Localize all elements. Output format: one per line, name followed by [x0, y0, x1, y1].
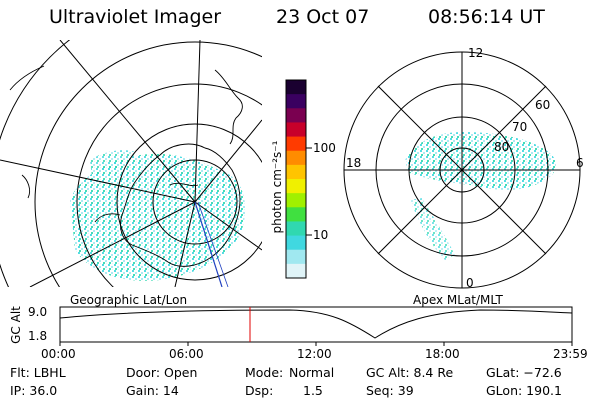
- filter-info: Flt: LBHL: [10, 365, 66, 380]
- xtick-0600: 06:00: [169, 347, 204, 361]
- altitude-ytick-1.8: 1.8: [28, 329, 48, 343]
- dsp-label: Dsp:: [245, 383, 274, 398]
- xtick-2359: 23:59: [553, 347, 588, 361]
- colorbar-band: [286, 122, 306, 138]
- south-america-coast: [214, 69, 243, 145]
- mlat-label-60: 60: [535, 98, 551, 112]
- xtick-1200: 12:00: [297, 347, 332, 361]
- gain-info: Gain: 14: [126, 383, 179, 398]
- altitude-ylabel: GC Alt: [9, 306, 23, 344]
- colorbar-band: [286, 164, 306, 180]
- mode-value: Normal: [289, 365, 335, 380]
- mlt-label-12: 12: [468, 46, 484, 60]
- colorbar-band: [286, 150, 306, 166]
- glon-info: GLon: 190.1: [486, 383, 562, 398]
- colorbar-band: [286, 108, 306, 123]
- colorbar-band: [286, 249, 306, 265]
- mode-label: Mode:: [245, 365, 284, 380]
- xtick-1800: 18:00: [425, 347, 460, 361]
- gc-alt-info: GC Alt: 8.4 Re: [366, 365, 454, 380]
- apex-polar-plot: [343, 51, 581, 289]
- mlat-label-70: 70: [512, 120, 528, 134]
- mlt-label-6: 6: [576, 156, 584, 170]
- dsp-value: 1.5: [303, 383, 323, 398]
- colorbar-band: [286, 136, 306, 152]
- geographic-map: [0, 40, 262, 287]
- aurora-right-dusk: [410, 198, 455, 260]
- door-info: Door: Open: [126, 365, 198, 380]
- mlt-label-18: 18: [346, 156, 362, 170]
- colorbar-band: [286, 235, 306, 251]
- colorbar-band: [286, 207, 306, 222]
- colorbar: [286, 80, 306, 279]
- xtick-0000: 00:00: [41, 347, 76, 361]
- altitude-ytick-9: 9.0: [28, 305, 48, 319]
- ip-info: IP: 36.0: [10, 383, 58, 398]
- colorbar-band: [286, 263, 306, 279]
- mlt-label-0: 0: [466, 276, 474, 290]
- altitude-plot: [59, 306, 573, 346]
- colorbar-tick-100: 100: [313, 141, 336, 155]
- glat-info: GLat: −72.6: [486, 365, 562, 380]
- satellite-track: [194, 201, 223, 287]
- colorbar-band: [286, 94, 306, 109]
- left-panel-label: Geographic Lat/Lon: [70, 293, 188, 307]
- colorbar-tick-10: 10: [313, 228, 329, 242]
- date-label: 23 Oct 07: [276, 6, 370, 28]
- colorbar-unit-label: photon cm⁻²s⁻¹: [270, 140, 284, 234]
- altitude-curve: [59, 309, 573, 339]
- time-label: 08:56:14 UT: [428, 6, 545, 28]
- antarctica-coast: [120, 143, 241, 267]
- right-panel-label: Apex MLat/MLT: [413, 293, 503, 307]
- colorbar-band: [286, 179, 306, 194]
- colorbar-band: [286, 221, 306, 237]
- aurora-left-streak: [90, 150, 135, 178]
- seq-info: Seq: 39: [366, 383, 414, 398]
- colorbar-band: [286, 80, 306, 95]
- mlat-label-80: 80: [494, 140, 510, 154]
- aurora-right-oval: [405, 132, 556, 190]
- aurora-left-oval: [70, 153, 246, 281]
- colorbar-band: [286, 193, 306, 208]
- instrument-title: Ultraviolet Imager: [49, 6, 222, 28]
